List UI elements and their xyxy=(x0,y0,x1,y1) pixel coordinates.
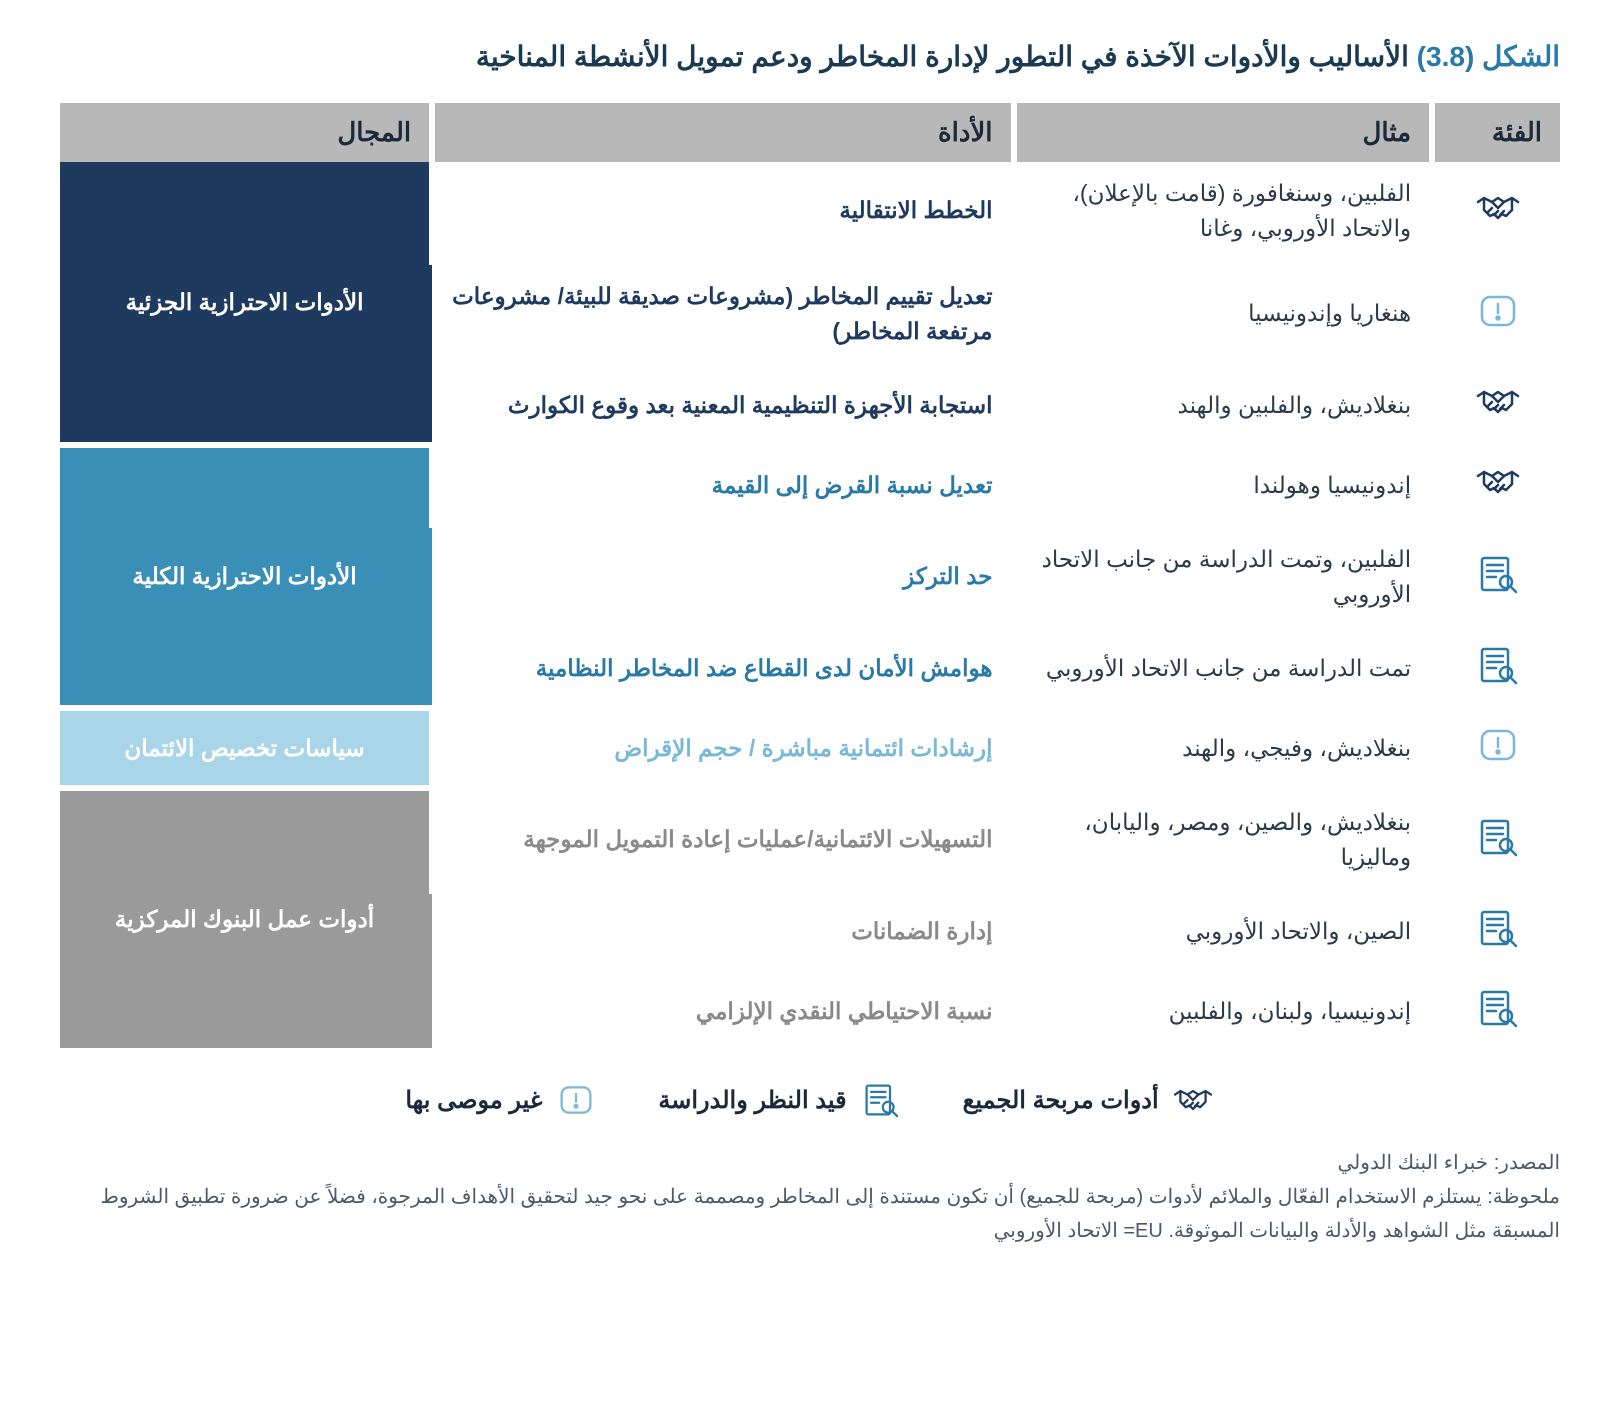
figure-title-text: الأساليب والأدوات الآخذة في التطور لإدار… xyxy=(476,41,1409,72)
note-text: ملحوظة: يستلزم الاستخدام الفعّال والملائ… xyxy=(60,1180,1560,1248)
research-icon xyxy=(1474,988,1522,1028)
category-cell xyxy=(1432,525,1560,628)
warning-icon xyxy=(1474,291,1522,331)
example-cell: بنغلاديش، والصين، ومصر، واليابان، وماليز… xyxy=(1014,788,1433,891)
warning-icon xyxy=(554,1082,598,1118)
legend-item: أدوات مربحة الجميع xyxy=(963,1082,1215,1118)
warning-icon xyxy=(1474,725,1522,765)
footnotes: المصدر: خبراء البنك الدولي ملحوظة: يستلز… xyxy=(60,1146,1560,1248)
legend-label: غير موصى بها xyxy=(405,1086,542,1115)
area-cell: سياسات تخصيص الائتمان xyxy=(60,708,432,788)
example-cell: تمت الدراسة من جانب الاتحاد الأوروبي xyxy=(1014,628,1433,708)
category-cell xyxy=(1432,262,1560,365)
table-header-row: الفئة مثال الأداة المجال xyxy=(60,103,1560,162)
area-cell: أدوات عمل البنوك المركزية xyxy=(60,788,432,1051)
tool-cell: هوامش الأمان لدى القطاع ضد المخاطر النظا… xyxy=(432,628,1013,708)
handshake-icon xyxy=(1474,462,1522,502)
source-text: المصدر: خبراء البنك الدولي xyxy=(60,1146,1560,1180)
header-area: المجال xyxy=(60,103,432,162)
tool-cell: نسبة الاحتياطي النقدي الإلزامي xyxy=(432,971,1013,1051)
tools-table: الفئة مثال الأداة المجال الفلبين، وسنغاف… xyxy=(60,103,1560,1054)
tool-cell: تعديل نسبة القرض إلى القيمة xyxy=(432,445,1013,525)
tool-cell: حد التركز xyxy=(432,525,1013,628)
category-cell xyxy=(1432,628,1560,708)
category-cell xyxy=(1432,365,1560,445)
header-example: مثال xyxy=(1014,103,1433,162)
legend-item: غير موصى بها xyxy=(405,1082,598,1118)
research-icon xyxy=(859,1082,903,1118)
category-cell xyxy=(1432,708,1560,788)
example-cell: الصين، والاتحاد الأوروبي xyxy=(1014,891,1433,971)
tool-cell: إدارة الضمانات xyxy=(432,891,1013,971)
legend-label: قيد النظر والدراسة xyxy=(658,1086,846,1115)
legend-item: قيد النظر والدراسة xyxy=(658,1082,902,1118)
table-row: الفلبين، وسنغافورة (قامت بالإعلان)، والا… xyxy=(60,162,1560,262)
tool-cell: استجابة الأجهزة التنظيمية المعنية بعد وق… xyxy=(432,365,1013,445)
example-cell: الفلبين، وتمت الدراسة من جانب الاتحاد ال… xyxy=(1014,525,1433,628)
research-icon xyxy=(1474,817,1522,857)
tool-cell: التسهيلات الائتمانية/عمليات إعادة التموي… xyxy=(432,788,1013,891)
handshake-icon xyxy=(1474,188,1522,228)
legend: أدوات مربحة الجميع قيد النظر والدراسة غير … xyxy=(60,1082,1560,1118)
legend-label: أدوات مربحة الجميع xyxy=(963,1086,1159,1115)
header-tool: الأداة xyxy=(432,103,1013,162)
table-row: بنغلاديش، وفيجي، والهندإرشادات ائتمانية … xyxy=(60,708,1560,788)
table-row: بنغلاديش، والصين، ومصر، واليابان، وماليز… xyxy=(60,788,1560,891)
tool-cell: الخطط الانتقالية xyxy=(432,162,1013,262)
figure-title: الشكل (3.8) الأساليب والأدوات الآخذة في … xyxy=(60,40,1560,73)
area-cell: الأدوات الاحترازية الجزئية xyxy=(60,162,432,445)
category-cell xyxy=(1432,891,1560,971)
category-cell xyxy=(1432,445,1560,525)
figure-number: الشكل (3.8) xyxy=(1417,41,1560,72)
category-cell xyxy=(1432,162,1560,262)
tool-cell: إرشادات ائتمانية مباشرة / حجم الإقراض xyxy=(432,708,1013,788)
research-icon xyxy=(1474,645,1522,685)
example-cell: هنغاريا وإندونيسيا xyxy=(1014,262,1433,365)
example-cell: إندونيسيا، ولبنان، والفلبين xyxy=(1014,971,1433,1051)
area-cell: الأدوات الاحترازية الكلية xyxy=(60,445,432,708)
example-cell: الفلبين، وسنغافورة (قامت بالإعلان)، والا… xyxy=(1014,162,1433,262)
table-row: إندونيسيا وهولنداتعديل نسبة القرض إلى ال… xyxy=(60,445,1560,525)
example-cell: إندونيسيا وهولندا xyxy=(1014,445,1433,525)
category-cell xyxy=(1432,971,1560,1051)
tool-cell: تعديل تقييم المخاطر (مشروعات صديقة للبيئ… xyxy=(432,262,1013,365)
handshake-icon xyxy=(1474,382,1522,422)
research-icon xyxy=(1474,554,1522,594)
example-cell: بنغلاديش، والفلبين والهند xyxy=(1014,365,1433,445)
research-icon xyxy=(1474,908,1522,948)
category-cell xyxy=(1432,788,1560,891)
handshake-icon xyxy=(1171,1082,1215,1118)
example-cell: بنغلاديش، وفيجي، والهند xyxy=(1014,708,1433,788)
header-category: الفئة xyxy=(1432,103,1560,162)
